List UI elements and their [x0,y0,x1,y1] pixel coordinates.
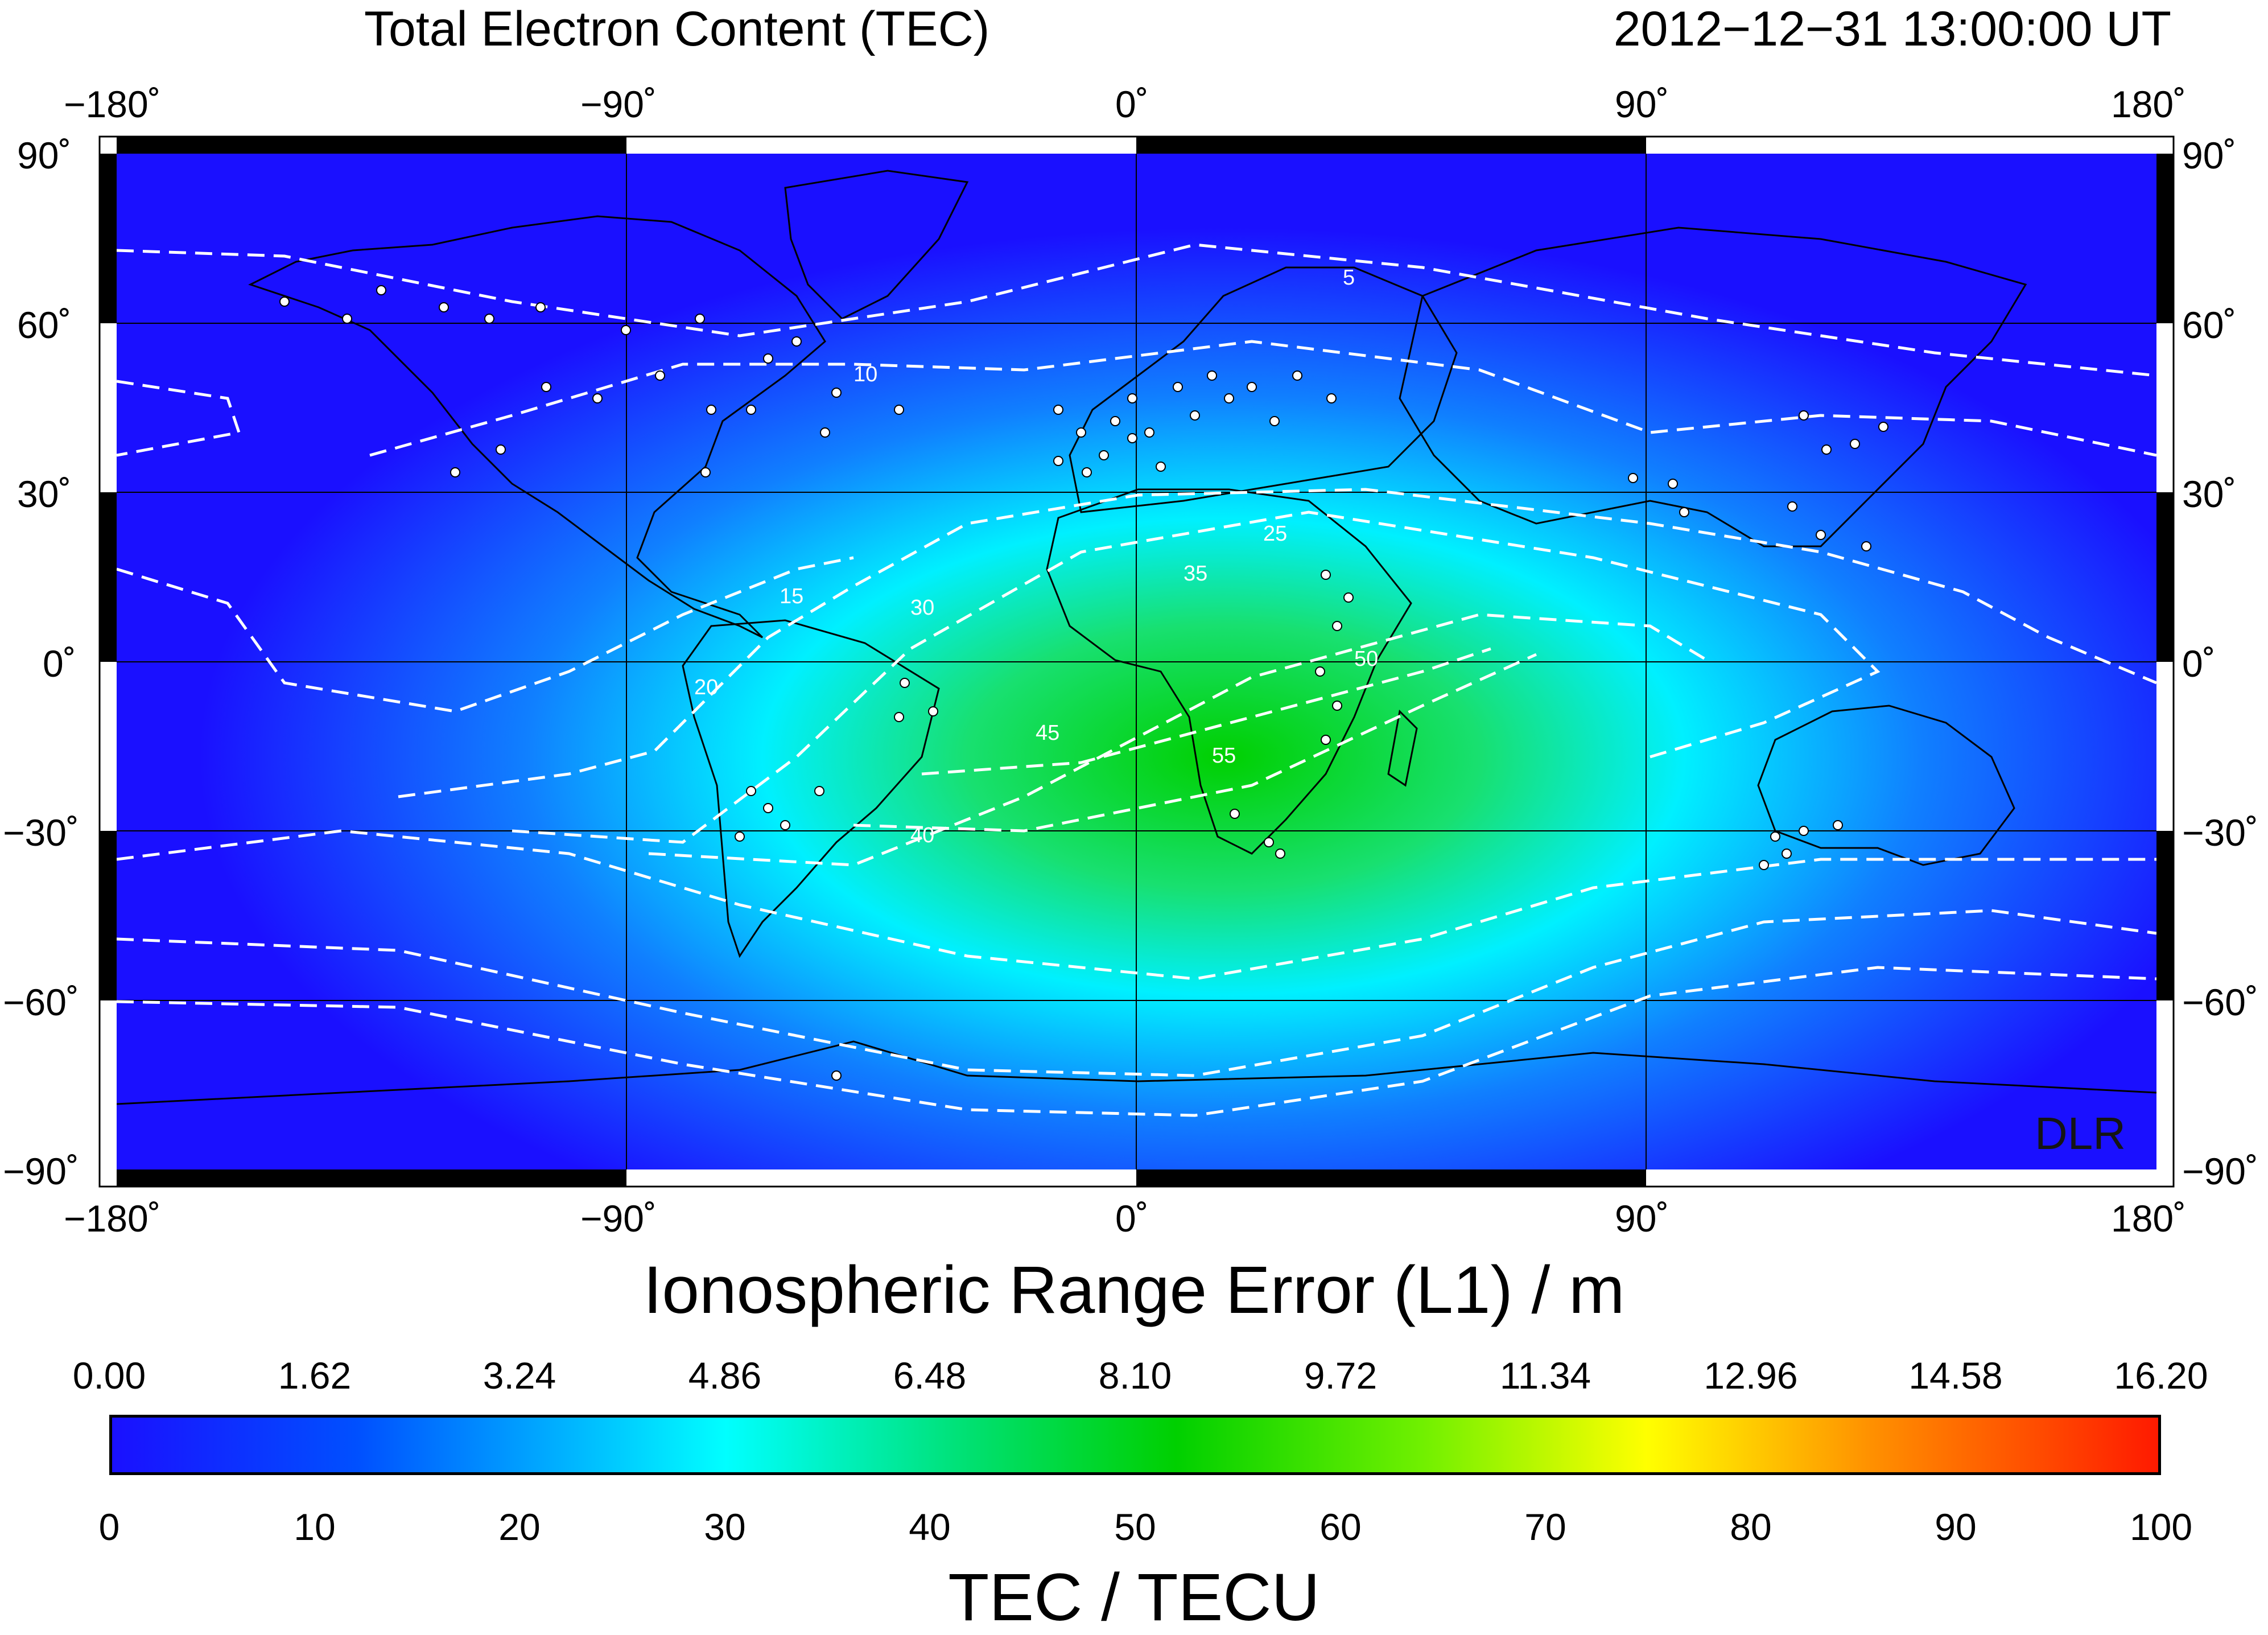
station-markers [279,285,1888,1081]
contour-5-north [117,243,2156,377]
tec-label: 90 [1935,1506,1977,1548]
contour-15-south [117,829,2156,981]
lon-tick-top: −90˚ [580,83,657,125]
timestamp: 2012−12−31 13:00:00 UT [1613,2,2171,56]
range-error-label: 9.72 [1304,1354,1378,1397]
tec-label: 70 [1524,1506,1566,1548]
tec-label: 60 [1319,1506,1362,1548]
contour-20 [512,510,1881,844]
contour-label-group: 5 10 15 20 25 30 35 40 45 50 55 [694,266,1378,847]
lat-tick-right: 30˚ [2182,473,2237,515]
contour-30 [648,613,1708,867]
lon-tick-top: 0˚ [1115,83,1149,125]
contour-5-south [117,966,2156,1117]
contour-10-west [117,380,241,457]
range-error-label: 4.86 [688,1354,762,1397]
tec-label: 10 [294,1506,336,1548]
contour-5-pacific [117,556,854,713]
contour-40 [853,653,1537,833]
tec-map: 5 10 15 20 25 30 35 40 45 50 55 [98,135,2175,1188]
contour-10-south [117,909,2156,1077]
lat-tick-left: 0˚ [43,643,76,685]
lon-tick-bottom: 0˚ [1115,1197,1149,1239]
tec-label: 50 [1114,1506,1156,1548]
contour-label: 15 [780,584,803,608]
lat-tick-right: −60˚ [2182,981,2258,1023]
contour-label: 45 [1036,721,1059,745]
lat-tick-left: −60˚ [3,981,79,1023]
colorbar [109,1415,2161,1475]
lat-tick-right: 0˚ [2182,643,2216,685]
lon-tick-bottom: −90˚ [580,1197,657,1239]
tec-label: 30 [704,1506,746,1548]
contour-label: 50 [1354,647,1378,671]
contour-50 [921,647,1491,776]
lon-tick-bottom: 90˚ [1615,1197,1669,1239]
contour-label: 35 [1184,562,1207,586]
tec-label: 20 [498,1506,541,1548]
tec-label: 40 [909,1506,951,1548]
range-error-label: 12.96 [1704,1354,1798,1397]
range-error-label: 1.62 [278,1354,352,1397]
graticule [117,154,2156,1169]
contour-label: 30 [910,596,934,620]
lon-tick-top: −180˚ [64,83,161,125]
lat-tick-left: 90˚ [17,134,72,176]
range-error-label: 14.58 [1908,1354,2003,1397]
contour-10-north [369,340,2156,457]
map-frame [98,135,2175,1188]
range-error-label: 11.34 [1499,1354,1591,1397]
dlr-watermark: DLR [2035,1108,2126,1159]
lon-tick-top: 180˚ [2111,83,2187,125]
lat-tick-right: −30˚ [2182,812,2258,854]
lat-tick-right: 60˚ [2182,304,2237,346]
tec-axis-title: TEC / TECU [948,1560,1320,1635]
range-error-title: Ionospheric Range Error (L1) / m [643,1253,1625,1328]
tec-label: 80 [1730,1506,1772,1548]
contour-label: 20 [694,676,718,699]
lon-tick-top: 90˚ [1615,83,1669,125]
map-title: Total Electron Content (TEC) [364,2,990,56]
contour-label: 10 [853,363,877,386]
contour-lines [117,243,2156,1117]
range-error-label: 8.10 [1098,1354,1172,1397]
contour-label: 5 [1343,266,1355,290]
contour-15 [398,488,2156,798]
range-error-label: 0.00 [72,1354,146,1397]
tec-label: 0 [98,1506,120,1548]
lat-tick-left: 60˚ [17,304,72,346]
contour-label: 55 [1212,744,1236,768]
lat-tick-left: −30˚ [3,812,79,854]
contour-label: 25 [1263,522,1287,546]
coastlines [117,170,2156,1105]
tec-field-gradient [159,188,2156,1169]
lon-tick-bottom: −180˚ [64,1197,161,1239]
lat-tick-left: −90˚ [3,1150,79,1192]
range-error-label: 3.24 [483,1354,556,1397]
lat-tick-right: 90˚ [2182,134,2237,176]
range-error-label: 16.20 [2114,1354,2208,1397]
lat-tick-right: −90˚ [2182,1150,2258,1192]
contour-label: 40 [910,823,934,847]
tec-label: 100 [2129,1506,2193,1548]
lon-tick-bottom: 180˚ [2111,1197,2187,1239]
lat-tick-left: 30˚ [17,473,72,515]
range-error-label: 6.48 [893,1354,967,1397]
